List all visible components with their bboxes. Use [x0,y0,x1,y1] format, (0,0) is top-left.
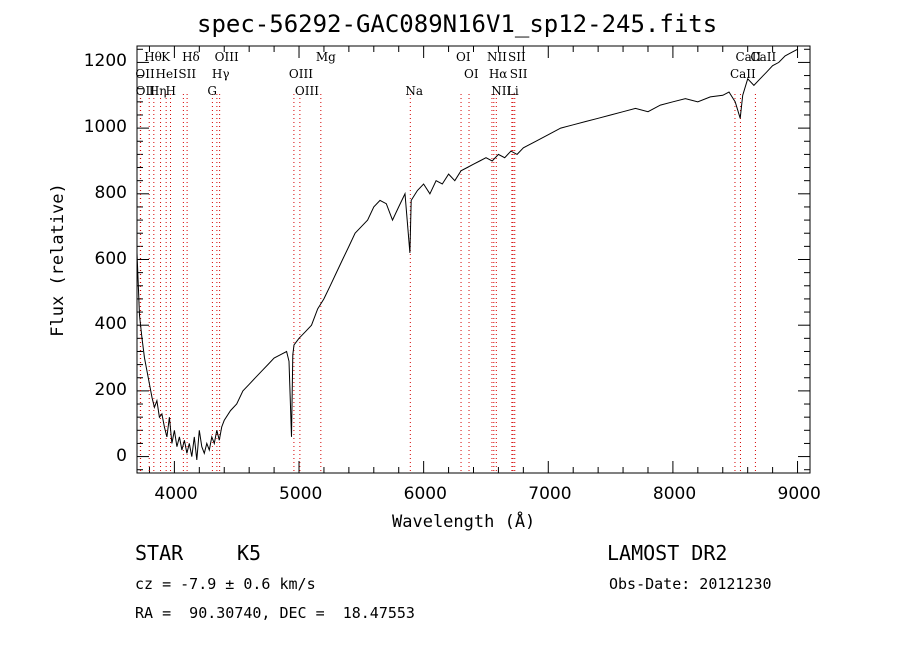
redshift-text: cz = -7.9 ± 0.6 km/s [135,575,316,593]
line-marker-label: CaII [735,50,762,64]
coordinates-text: RA = 90.30740, DEC = 18.47553 [135,604,415,622]
line-marker-label: Li [506,84,519,98]
line-marker-label: SII [508,50,526,64]
x-axis-label: Wavelength (Å) [392,512,536,532]
line-marker-label: NII [486,50,507,64]
line-marker-label: Hδ [182,50,200,64]
line-marker-label: SII [178,67,197,81]
line-marker-label: Hα [488,67,508,81]
y-tick-label: 0 [116,445,127,466]
object-class: STAR [135,541,184,565]
x-tick-label: 7000 [528,484,572,504]
line-marker-label: Hθ [144,50,162,64]
axis-ticks [137,46,810,473]
y-tick-label: 1200 [83,51,127,72]
chart-title: spec-56292-GAC089N16V1_sp12-245.fits [197,10,718,38]
line-marker-label: OIII [288,67,313,81]
line-marker-label: OI [456,50,471,64]
line-marker-label: OI [464,67,479,81]
line-marker-label: H [165,84,176,98]
line-marker-label: Mg [315,50,336,64]
spectrum-line [136,48,798,460]
y-tick-label: 400 [94,314,127,335]
y-axis-label: Flux (relative) [48,183,68,337]
line-marker-label: OII [135,84,155,98]
line-marker-label: Na [405,84,423,98]
y-tick-label: 600 [94,248,127,269]
y-tick-label: 1000 [83,117,127,138]
y-tick-label: 800 [94,182,127,203]
x-tick-label: 8000 [652,484,697,504]
line-marker-label: OII [135,67,155,81]
object-subclass: K5 [237,541,262,565]
x-tick-label: 4000 [154,484,198,504]
line-marker-label: K [161,50,171,64]
line-marker-label: OIII [294,84,319,98]
line-marker-label: HeI [155,67,178,81]
line-marker-label: OIII [214,50,239,64]
plot-frame [136,45,811,474]
line-marker-label: NII [491,84,512,98]
line-marker-label: Hγ [211,67,230,81]
y-tick-label: 200 [94,379,127,400]
line-marker-label: CaII [729,67,756,81]
line-markers [139,94,756,473]
survey-name: LAMOST DR2 [607,541,728,565]
line-marker-label: G [207,84,217,98]
x-tick-label: 9000 [777,484,821,504]
x-tick-label: 6000 [403,484,447,504]
line-marker-label: Hη [148,84,167,98]
x-tick-label: 5000 [279,484,323,504]
line-marker-label: SII [509,67,528,81]
obs-date-text: Obs-Date: 20121230 [609,575,772,593]
line-marker-label: CaII [750,50,777,64]
